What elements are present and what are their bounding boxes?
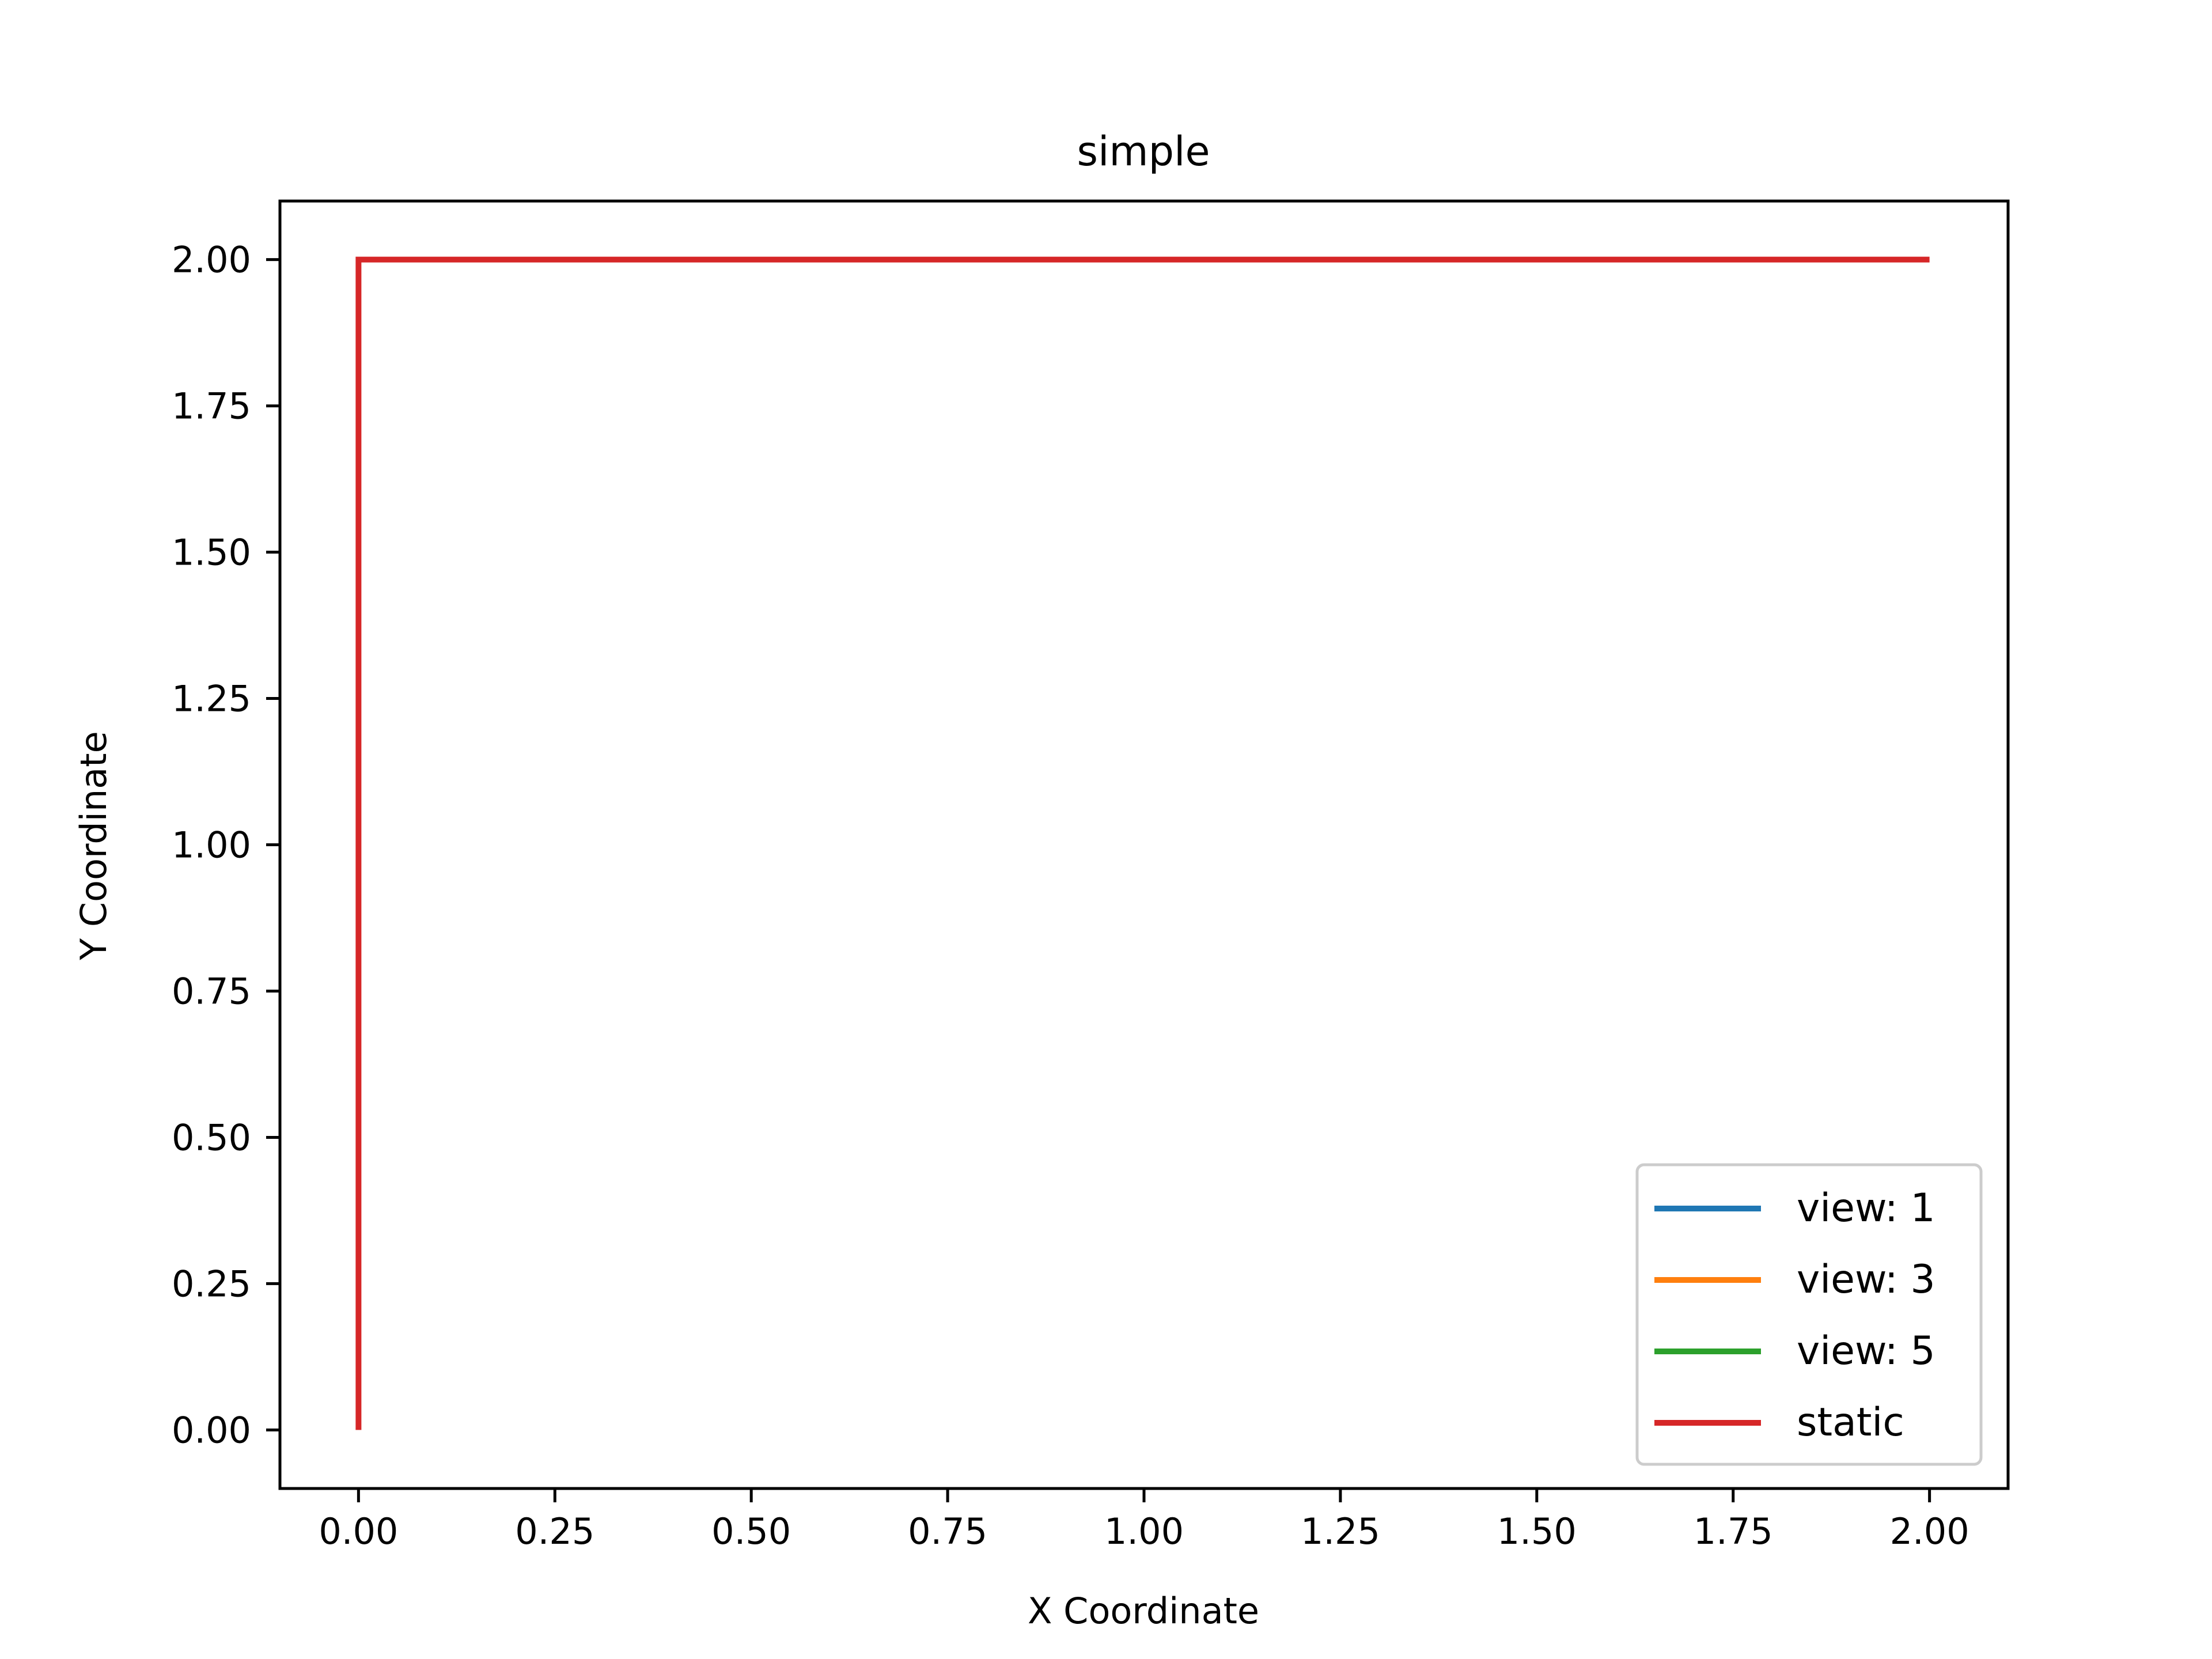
y-tick-label: 0.75 <box>172 970 251 1012</box>
series-layer <box>355 256 1930 1430</box>
plot-frame <box>278 199 2010 1490</box>
y-axis-label: Y Coordinate <box>73 731 115 960</box>
y-tick-label: 0.00 <box>172 1409 251 1451</box>
x-tick-label: 0.00 <box>319 1510 398 1552</box>
legend-label: view: 3 <box>1797 1257 1936 1302</box>
y-tick-label: 0.50 <box>172 1116 251 1158</box>
y-tick-label: 1.50 <box>172 532 251 574</box>
x-tick-label: 1.50 <box>1497 1510 1577 1552</box>
x-axis-label: X Coordinate <box>1028 1590 1259 1632</box>
legend-label: view: 5 <box>1797 1328 1936 1374</box>
x-tick-label: 0.25 <box>515 1510 594 1552</box>
legend: view: 1 view: 3 view: 5 static <box>1635 1163 1983 1466</box>
legend-items: view: 1 view: 3 view: 5 static <box>1654 1185 1936 1445</box>
chart-title: simple <box>1077 128 1210 175</box>
y-tick-label: 1.75 <box>172 385 251 427</box>
x-tick-label: 2.00 <box>1890 1510 1969 1552</box>
y-tick-label: 2.00 <box>172 239 251 281</box>
x-tick-label: 0.75 <box>908 1510 987 1552</box>
legend-box <box>1635 1163 1983 1466</box>
x-tick-label: 0.50 <box>711 1510 791 1552</box>
x-tick-label: 1.75 <box>1694 1510 1773 1552</box>
x-tick-label: 1.25 <box>1301 1510 1380 1552</box>
y-tick-label: 1.25 <box>172 678 251 720</box>
x-tick-label: 1.00 <box>1104 1510 1184 1552</box>
y-tick-label: 1.00 <box>172 824 251 866</box>
legend-label: static <box>1797 1400 1904 1445</box>
legend-label: view: 1 <box>1797 1185 1936 1231</box>
series-line-3 <box>355 256 1930 1430</box>
y-tick-label: 0.25 <box>172 1263 251 1305</box>
ticks-layer: 0.00 0.25 0.50 0.75 1.00 1.25 1.50 1.75 2.00 0.00… <box>172 239 1969 1552</box>
